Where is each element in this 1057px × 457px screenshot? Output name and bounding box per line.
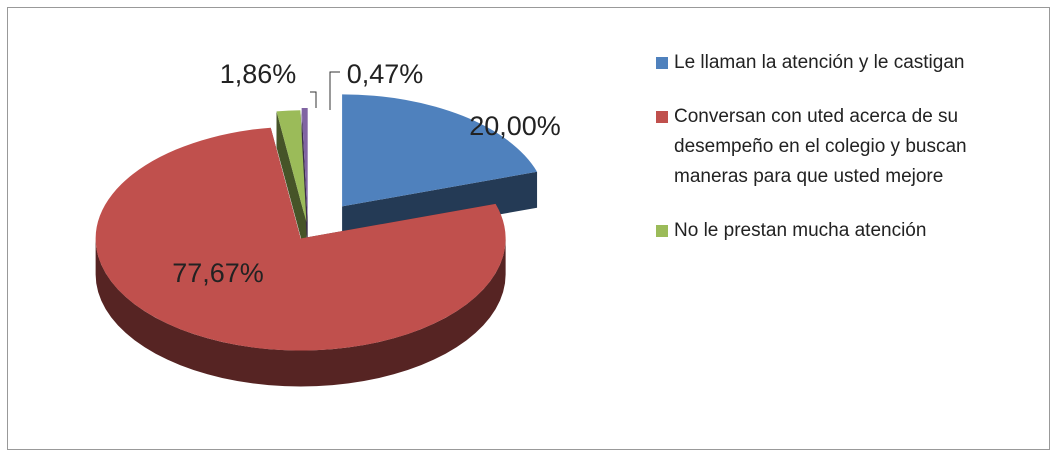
pie-slice-wall bbox=[95, 238, 506, 387]
data-label: 1,86% bbox=[220, 59, 297, 89]
legend-label: Conversan con uted acerca de su desempeñ… bbox=[674, 106, 967, 187]
leader-line bbox=[329, 71, 340, 110]
legend-swatch bbox=[656, 225, 668, 237]
legend: Le llaman la atención y le castigan Conve… bbox=[648, 48, 1038, 270]
leader-line bbox=[310, 91, 317, 108]
pie-slice bbox=[276, 110, 307, 223]
legend-item: No le prestan mucha atención bbox=[648, 216, 1038, 246]
legend-swatch bbox=[656, 111, 668, 123]
pie-slice-side bbox=[276, 111, 307, 259]
pie-tops bbox=[95, 94, 538, 351]
legend-swatch bbox=[656, 57, 668, 69]
pie-slice bbox=[342, 94, 538, 207]
legend-label: No le prestan mucha atención bbox=[674, 220, 927, 241]
legend-item: Conversan con uted acerca de su desempeñ… bbox=[648, 102, 1038, 192]
chart-border bbox=[7, 7, 1050, 450]
data-label: 0,47% bbox=[347, 59, 424, 89]
pie-slice bbox=[95, 127, 506, 351]
legend-item: Le llaman la atención y le castigan bbox=[648, 48, 1038, 78]
data-label: 77,67% bbox=[172, 258, 264, 288]
pie-slice bbox=[301, 107, 308, 220]
legend-label: Le llaman la atención y le castigan bbox=[674, 52, 965, 73]
data-label: 20,00% bbox=[469, 111, 561, 141]
